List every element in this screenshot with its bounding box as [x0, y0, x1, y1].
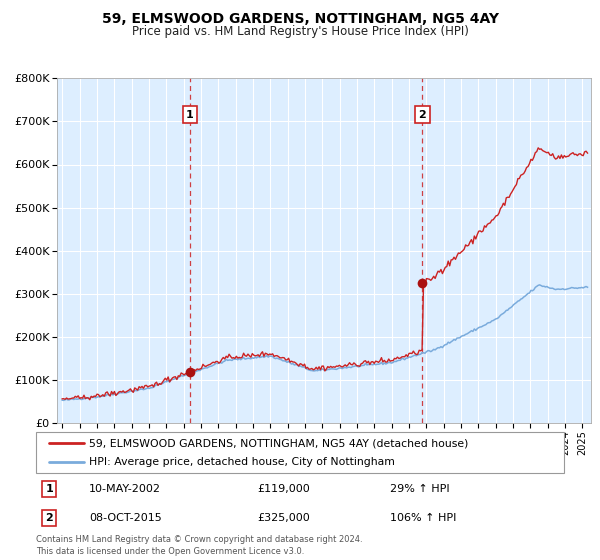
FancyBboxPatch shape [36, 432, 564, 473]
Text: 106% ↑ HPI: 106% ↑ HPI [390, 513, 456, 523]
Text: 2: 2 [46, 513, 53, 523]
Text: 2: 2 [418, 110, 426, 120]
Text: 08-OCT-2015: 08-OCT-2015 [89, 513, 161, 523]
Text: 1: 1 [186, 110, 194, 120]
Text: £119,000: £119,000 [258, 484, 311, 494]
Text: 59, ELMSWOOD GARDENS, NOTTINGHAM, NG5 4AY: 59, ELMSWOOD GARDENS, NOTTINGHAM, NG5 4A… [101, 12, 499, 26]
Text: 59, ELMSWOOD GARDENS, NOTTINGHAM, NG5 4AY (detached house): 59, ELMSWOOD GARDENS, NOTTINGHAM, NG5 4A… [89, 438, 468, 449]
Text: £325,000: £325,000 [258, 513, 311, 523]
Text: Contains HM Land Registry data © Crown copyright and database right 2024.
This d: Contains HM Land Registry data © Crown c… [36, 535, 362, 556]
Text: 29% ↑ HPI: 29% ↑ HPI [390, 484, 449, 494]
Text: 1: 1 [46, 484, 53, 494]
Text: Price paid vs. HM Land Registry's House Price Index (HPI): Price paid vs. HM Land Registry's House … [131, 25, 469, 38]
Text: 10-MAY-2002: 10-MAY-2002 [89, 484, 161, 494]
Text: HPI: Average price, detached house, City of Nottingham: HPI: Average price, detached house, City… [89, 457, 395, 467]
